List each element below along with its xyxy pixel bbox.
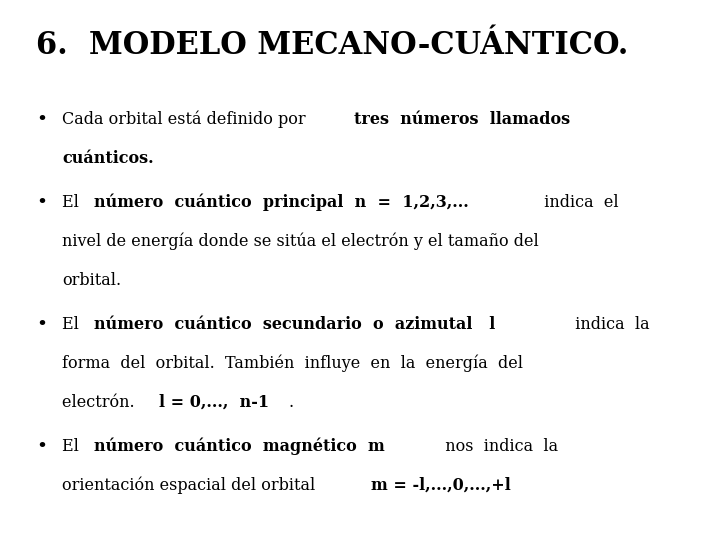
Text: •: • — [36, 194, 47, 212]
Text: orientación espacial del orbital: orientación espacial del orbital — [62, 477, 325, 494]
Text: nivel de energía donde se sitúa el electrón y el tamaño del: nivel de energía donde se sitúa el elect… — [62, 233, 539, 250]
Text: nos  indica  la: nos indica la — [436, 438, 559, 455]
Text: indica  la: indica la — [565, 316, 649, 333]
Text: l = 0,...,  n-1: l = 0,..., n-1 — [160, 394, 269, 410]
Text: El: El — [62, 316, 89, 333]
Text: m = -l,...,0,...,+l: m = -l,...,0,...,+l — [372, 477, 511, 494]
Text: forma  del  orbital.  También  influye  en  la  energía  del: forma del orbital. También influye en la… — [62, 355, 523, 372]
Text: orbital.: orbital. — [62, 272, 122, 288]
Text: El: El — [62, 438, 89, 455]
Text: tres  números  llamados: tres números llamados — [354, 111, 570, 127]
Text: .: . — [289, 394, 294, 410]
Text: Cada orbital está definido por: Cada orbital está definido por — [62, 111, 311, 128]
Text: El: El — [62, 194, 89, 211]
Text: indica  el: indica el — [534, 194, 618, 211]
Text: número  cuántico  magnético  m: número cuántico magnético m — [94, 438, 384, 455]
Text: 6.  MODELO MECANO-CUÁNTICO.: 6. MODELO MECANO-CUÁNTICO. — [36, 30, 629, 60]
Text: •: • — [36, 111, 47, 129]
Text: número  cuántico  secundario  o  azimutal   l: número cuántico secundario o azimutal l — [94, 316, 495, 333]
Text: número  cuántico  principal  n  =  1,2,3,...: número cuántico principal n = 1,2,3,... — [94, 194, 469, 211]
Text: •: • — [36, 316, 47, 334]
Text: •: • — [36, 438, 47, 456]
Text: cuánticos.: cuánticos. — [62, 150, 154, 166]
Text: electrón.: electrón. — [62, 394, 145, 410]
